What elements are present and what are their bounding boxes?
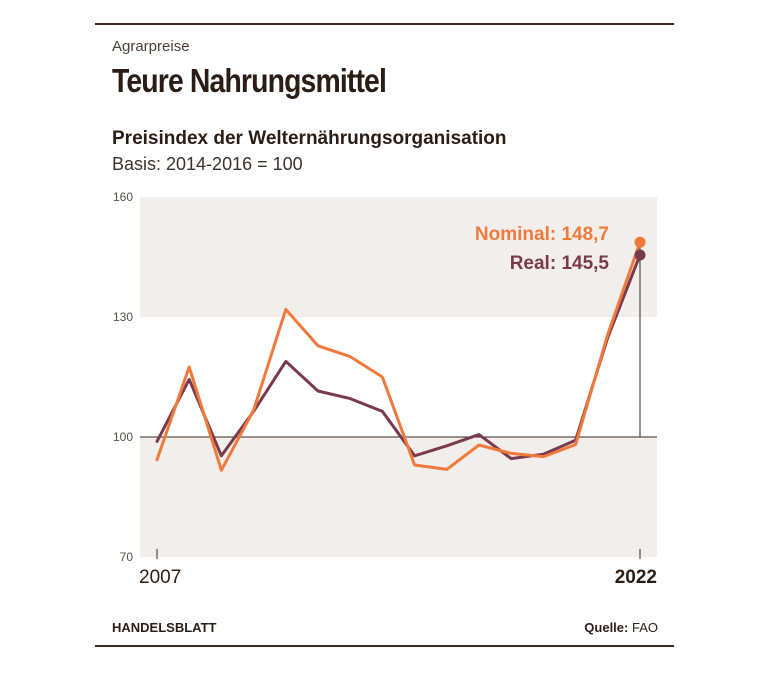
shaded-band-1: [140, 437, 657, 557]
line-chart: 70 100 130 160 2007 2022 Nominal: 148,7 Real: 1…: [113, 190, 657, 588]
shaded-band-0: [140, 197, 657, 317]
series-line-real: [155, 253, 642, 461]
kicker: Agrarpreise: [112, 38, 190, 55]
y-tick-label-160: 160: [113, 190, 133, 204]
source-credit: Quelle: FAO: [584, 620, 658, 635]
bottom-rule: [95, 645, 674, 647]
publisher-brand: HANDELSBLATT: [112, 620, 217, 635]
y-tick-label-100: 100: [113, 430, 133, 444]
x-tick-label-2007: 2007: [139, 567, 181, 588]
x-tick-label-2022: 2022: [615, 567, 657, 588]
source-value: FAO: [631, 620, 658, 635]
source-label: Quelle:: [584, 620, 629, 635]
top-rule: [95, 23, 674, 25]
chart-title: Teure Nahrungsmittel: [112, 62, 387, 99]
end-label-real: Real: 145,5: [510, 253, 610, 274]
end-label-nominal: Nominal: 148,7: [475, 224, 609, 245]
series-line-nominal: [155, 240, 642, 472]
y-tick-label-130: 130: [113, 310, 133, 324]
end-point-nominal: [634, 236, 646, 248]
basis-note: Basis: 2014-2016 = 100: [112, 154, 303, 174]
chart-subtitle: Preisindex der Welternährungsorganisatio…: [112, 128, 507, 149]
end-point-real: [634, 249, 646, 261]
y-tick-label-70: 70: [120, 550, 134, 564]
